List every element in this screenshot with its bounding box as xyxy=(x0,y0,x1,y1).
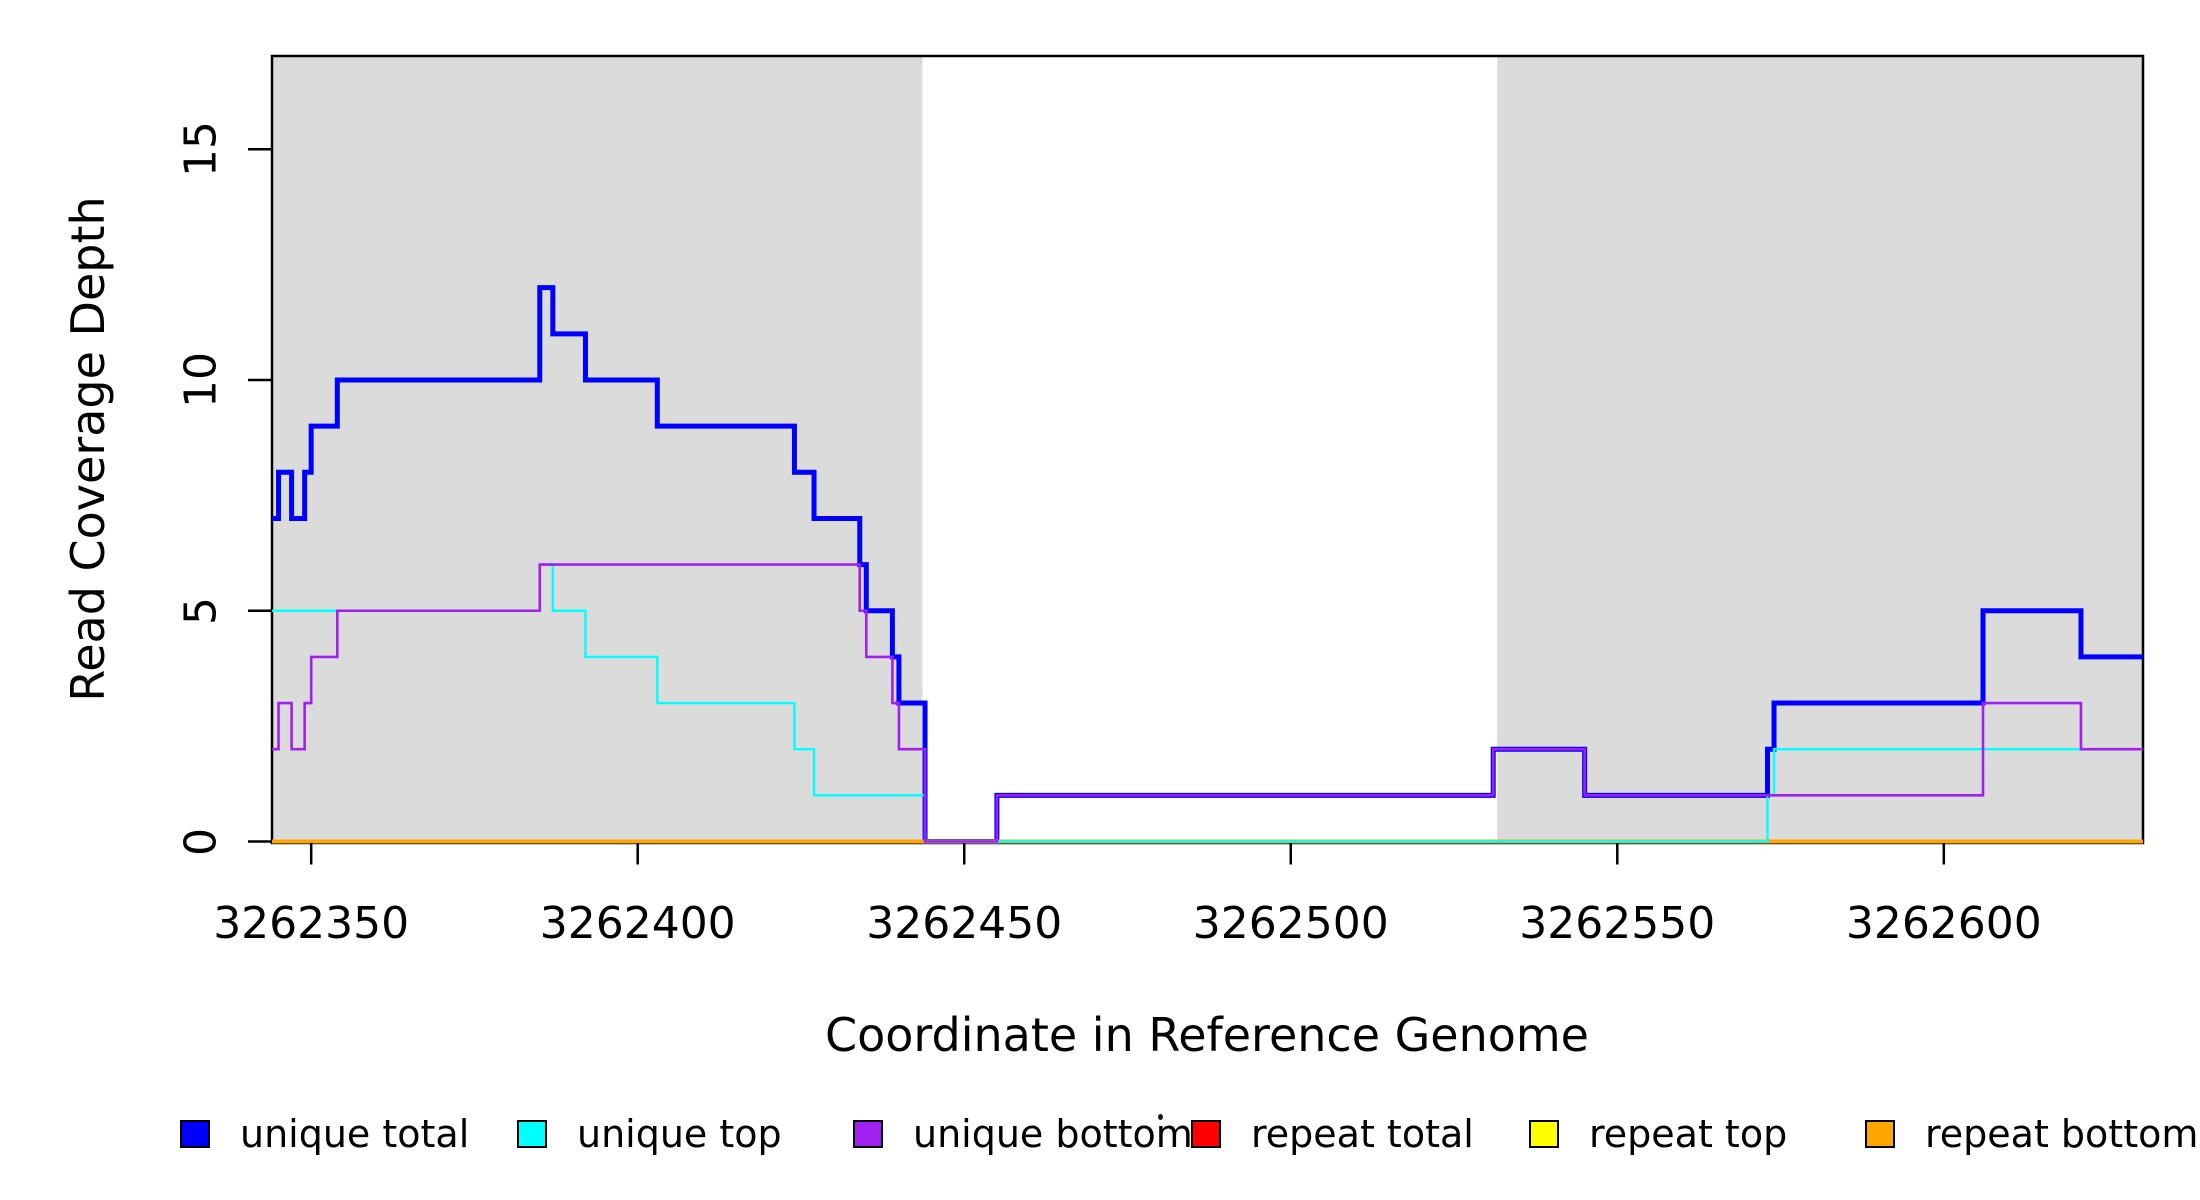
legend-label: repeat bottom xyxy=(1925,1112,2199,1156)
series-line-unique-total xyxy=(272,285,2143,844)
repeat-top-swatch-icon xyxy=(1529,1120,1559,1148)
series-line-unique-top xyxy=(272,563,2143,843)
legend-item-unique-total: unique total xyxy=(180,1111,469,1157)
y-tick-label-15: 15 xyxy=(175,121,227,178)
repeat-total-swatch-icon xyxy=(1191,1120,1221,1148)
x-tick-label-3262400: 3262400 xyxy=(539,898,736,949)
y-tick-label-0: 0 xyxy=(175,827,227,856)
shaded-repeat-region-1 xyxy=(1497,57,2143,843)
y-tick-label-5: 5 xyxy=(175,596,227,625)
series-line-unique-bottom xyxy=(272,563,2143,843)
y-tick-label-10: 10 xyxy=(175,351,227,408)
legend-label: unique total xyxy=(240,1112,470,1156)
x-tick-label-3262550: 3262550 xyxy=(1519,898,1716,949)
repeat-bottom-swatch-icon xyxy=(1865,1120,1895,1148)
y-axis-title: Read Coverage Depth xyxy=(61,196,115,702)
legend-item-repeat-top: repeat top xyxy=(1529,1111,1787,1157)
legend-label: unique bottom xyxy=(913,1112,1193,1156)
shaded-repeat-region-0 xyxy=(272,57,923,843)
repeat-region-shading xyxy=(272,57,2143,843)
unique-bottom-swatch-icon xyxy=(853,1120,883,1148)
unique-total-swatch-icon xyxy=(180,1120,210,1148)
legend-item-repeat-bottom: repeat bottom xyxy=(1865,1111,2198,1157)
legend-item-repeat-total: repeat total xyxy=(1191,1111,1474,1157)
legend-label: repeat total xyxy=(1251,1112,1474,1156)
x-tick-label-3262350: 3262350 xyxy=(213,898,410,949)
legend-label: unique top xyxy=(577,1112,782,1156)
axis-tick-marks xyxy=(248,147,1946,865)
x-tick-label-3262500: 3262500 xyxy=(1192,898,1389,949)
unique-top-swatch-icon xyxy=(517,1120,547,1148)
x-tick-label-3262450: 3262450 xyxy=(866,898,1063,949)
legend-item-unique-top: unique top xyxy=(517,1111,782,1157)
x-axis-title: Coordinate in Reference Genome xyxy=(825,1008,1589,1062)
x-tick-label-3262600: 3262600 xyxy=(1845,898,2042,949)
legend-label: repeat top xyxy=(1589,1112,1788,1156)
stray-dot xyxy=(1158,1114,1163,1120)
legend-item-unique-bottom: unique bottom xyxy=(853,1111,1193,1157)
series-lines xyxy=(272,285,2143,844)
